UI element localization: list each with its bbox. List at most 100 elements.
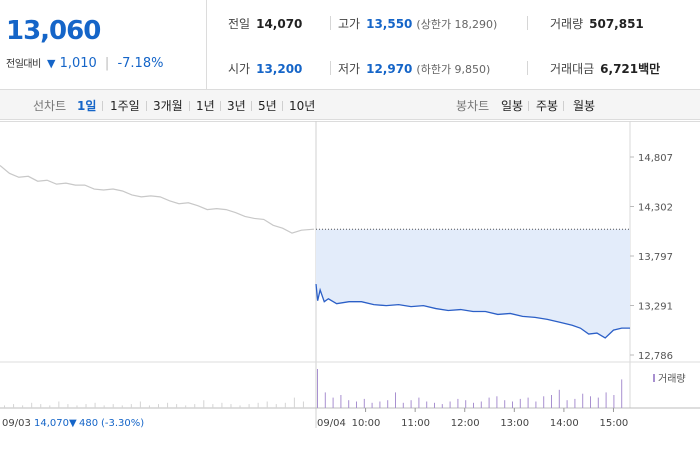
volume-bar bbox=[465, 400, 467, 408]
today-price-line bbox=[315, 284, 630, 339]
volume-bar bbox=[239, 405, 241, 408]
volume-bar bbox=[566, 400, 568, 408]
prev-day-price-line bbox=[0, 165, 315, 234]
divider bbox=[189, 101, 190, 111]
price-chart: 14,807 14,302 13,797 13,291 12,786 거래량 09/04 10… bbox=[0, 121, 700, 450]
volume-bar bbox=[139, 401, 141, 408]
current-price: 13,060 bbox=[6, 16, 101, 46]
volume-bar bbox=[148, 405, 150, 408]
divider bbox=[527, 61, 528, 75]
turnover-unit: 백만 bbox=[638, 62, 661, 76]
prev-close-value: 14,070 bbox=[256, 17, 303, 31]
volume-bar bbox=[519, 398, 521, 408]
price-box: 13,060 전일대비 ▼ 1,010 | -7.18% bbox=[0, 0, 207, 90]
volume-bar bbox=[605, 392, 607, 408]
volume-bar bbox=[535, 401, 537, 408]
volume-bar bbox=[49, 405, 51, 408]
high-label: 고가 bbox=[338, 17, 361, 31]
divider bbox=[527, 16, 528, 30]
volume-bar bbox=[13, 404, 15, 408]
prev-day-down-arrow-icon: ▼ bbox=[69, 418, 77, 429]
candle-weekly[interactable]: 주봉 bbox=[536, 99, 559, 113]
period-5y[interactable]: 5년 bbox=[258, 99, 277, 113]
volume-bar bbox=[317, 369, 318, 408]
prev-close-cell: 전일 14,070 bbox=[228, 15, 302, 32]
open-cell: 시가 13,200 bbox=[228, 60, 302, 77]
volume-bar bbox=[449, 401, 451, 408]
divider: | bbox=[104, 56, 110, 71]
prev-close-label: 전일 bbox=[228, 17, 251, 31]
volume-bar bbox=[395, 392, 396, 408]
divider bbox=[220, 101, 221, 111]
volume-bar bbox=[130, 404, 132, 408]
volume-cell: 거래량 507,851 bbox=[550, 15, 644, 32]
period-1y[interactable]: 1년 bbox=[196, 99, 215, 113]
candle-monthly[interactable]: 월봉 bbox=[573, 99, 596, 113]
volume-value: 507,851 bbox=[589, 17, 644, 31]
volume-bar bbox=[473, 402, 474, 408]
x-tick-label: 09/04 bbox=[317, 418, 346, 429]
divider bbox=[330, 16, 331, 30]
volume-bar bbox=[324, 392, 326, 408]
volume-bar bbox=[426, 401, 428, 408]
volume-bar bbox=[67, 404, 69, 408]
y-tick-label: 14,807 bbox=[638, 153, 673, 164]
period-10y[interactable]: 10년 bbox=[289, 99, 316, 113]
volume-bar bbox=[496, 396, 498, 408]
volume-bar bbox=[371, 402, 373, 408]
divider bbox=[528, 101, 529, 111]
volume-bar bbox=[574, 398, 576, 408]
open-label: 시가 bbox=[228, 62, 251, 76]
volume-bar bbox=[363, 398, 365, 408]
low-label: 저가 bbox=[338, 62, 361, 76]
change-percent: -7.18% bbox=[117, 56, 164, 71]
candle-daily[interactable]: 일봉 bbox=[501, 99, 524, 113]
turnover-value: 6,721 bbox=[600, 62, 639, 76]
price-chart-svg: 14,807 14,302 13,797 13,291 12,786 거래량 09/04 10… bbox=[0, 121, 700, 429]
down-arrow-icon: ▼ bbox=[46, 57, 56, 70]
volume-bar bbox=[582, 393, 584, 408]
volume-bar bbox=[40, 404, 42, 408]
period-1d[interactable]: 1일 bbox=[77, 99, 97, 113]
divider bbox=[563, 101, 564, 111]
volume-bar bbox=[203, 400, 205, 408]
y-tick-label: 14,302 bbox=[638, 203, 673, 214]
volume-bar bbox=[31, 402, 33, 408]
volume-bar bbox=[76, 405, 78, 408]
open-value: 13,200 bbox=[256, 62, 303, 76]
x-tick-label: 13:00 bbox=[500, 418, 529, 429]
x-tick-label: 12:00 bbox=[451, 418, 480, 429]
period-3m[interactable]: 3개월 bbox=[153, 99, 183, 113]
volume-bar bbox=[527, 397, 529, 408]
turnover-label: 거래대금 bbox=[550, 62, 595, 76]
volume-bar bbox=[387, 400, 389, 408]
volume-bar bbox=[230, 404, 232, 408]
volume-bar bbox=[257, 402, 259, 408]
y-tick-label: 13,291 bbox=[638, 302, 673, 313]
volume-bar bbox=[85, 404, 87, 408]
volume-bar bbox=[340, 395, 342, 408]
period-1w[interactable]: 1주일 bbox=[110, 99, 140, 113]
volume-bar bbox=[212, 404, 214, 408]
lower-limit: (하한가 9,850) bbox=[416, 63, 491, 76]
volume-bar bbox=[4, 405, 5, 408]
period-3y[interactable]: 3년 bbox=[227, 99, 246, 113]
prev-day-date: 09/03 bbox=[2, 418, 31, 429]
volume-bar bbox=[121, 405, 123, 408]
x-tick-label: 14:00 bbox=[550, 418, 579, 429]
y-tick-label: 12,786 bbox=[638, 351, 673, 362]
volume-bar bbox=[543, 396, 545, 408]
volume-bar bbox=[293, 397, 295, 408]
volume-bar bbox=[558, 389, 560, 408]
volume-bar bbox=[194, 404, 196, 408]
volume-legend-swatch bbox=[653, 374, 655, 382]
volume-bar bbox=[613, 395, 615, 408]
volume-bar bbox=[356, 401, 357, 408]
volume-bar bbox=[512, 401, 513, 408]
volume-bar bbox=[176, 404, 178, 408]
volume-bar bbox=[504, 400, 506, 408]
low-value: 12,970 bbox=[366, 62, 413, 76]
volume-bar bbox=[441, 404, 443, 408]
candle-chart-label: 봉차트 bbox=[456, 99, 490, 113]
prev-day-change: 480 bbox=[79, 418, 98, 429]
